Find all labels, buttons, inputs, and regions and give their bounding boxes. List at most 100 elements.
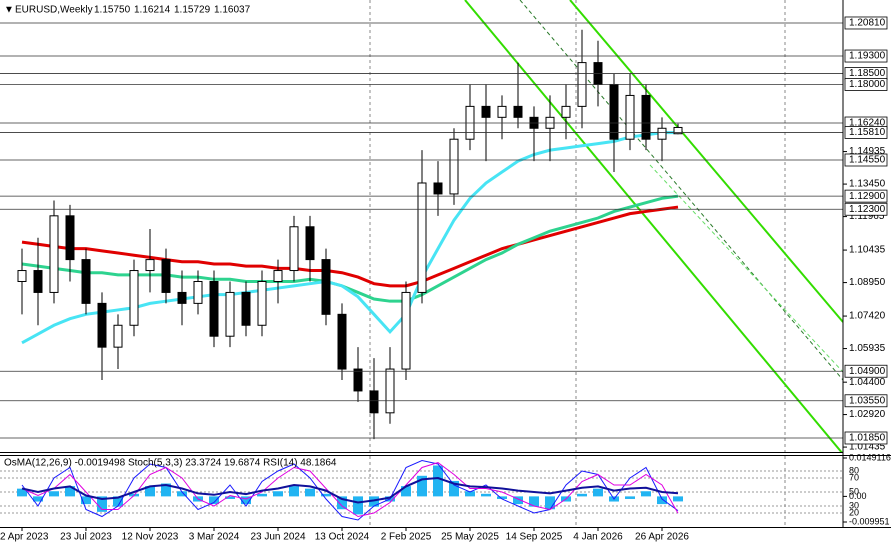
osma-bar	[289, 486, 299, 497]
level-label-box	[844, 49, 888, 63]
level-label: 1.18500	[849, 68, 886, 79]
candle-body	[161, 259, 171, 293]
y-tick-label: 1.13450	[849, 179, 886, 190]
osma-bar	[657, 496, 667, 505]
candle-body	[209, 280, 219, 337]
y-tick-label: 1.10435	[849, 245, 886, 256]
osma-bar	[449, 480, 459, 497]
osma-bar	[33, 496, 43, 502]
level-label-box	[844, 153, 888, 167]
quote-open: 1.15750	[94, 5, 131, 16]
y-tick-label: 1.14935	[849, 146, 886, 157]
candle-body	[433, 182, 443, 195]
candle-body	[177, 291, 187, 304]
candle-body	[289, 226, 299, 272]
candle-body	[241, 291, 251, 326]
candle-body	[113, 324, 123, 348]
level-label: 1.12300	[849, 204, 886, 215]
candle-body	[81, 259, 91, 304]
osma-bar	[145, 486, 155, 497]
candle-body	[417, 182, 427, 293]
y-tick-label: 50	[849, 486, 859, 496]
x-tick-label: 23 Jul 2023	[60, 532, 112, 543]
level-label-box	[844, 189, 888, 203]
candle-body	[33, 270, 43, 293]
x-tick-label: 4 Jan 2026	[573, 532, 623, 543]
level-label: 1.19300	[849, 51, 886, 62]
level-label: 1.18000	[849, 79, 886, 90]
osma-bar	[49, 491, 59, 497]
candle-body	[353, 368, 363, 392]
moving-average	[21, 205, 679, 288]
y-tick-label: 1.05935	[849, 343, 886, 354]
candle-body	[65, 215, 75, 261]
osma-bar	[161, 483, 171, 497]
y2-tick-label: 0.00	[849, 491, 867, 501]
y-tick-label: 1.11965	[849, 211, 885, 222]
osma-bar	[321, 493, 331, 497]
osma-bar	[433, 465, 443, 497]
candle-body	[641, 94, 651, 140]
osma-bar	[65, 486, 75, 497]
candle-body	[369, 390, 379, 414]
osma-bar	[673, 496, 683, 502]
channel-lines	[464, 0, 843, 452]
candle-body	[513, 105, 523, 118]
osma-bar	[513, 496, 523, 505]
osma-bar	[17, 488, 27, 497]
level-label: 1.12900	[849, 191, 886, 202]
osma-bar	[225, 496, 235, 499]
quote-close: 1.16037	[214, 5, 251, 16]
level-label: 1.20810	[849, 18, 886, 29]
candle-body	[225, 291, 235, 337]
candle-body	[49, 215, 59, 293]
quote-high: 1.16214	[134, 5, 171, 16]
osma-bar	[465, 491, 475, 497]
candle-body	[257, 280, 267, 326]
indicator-title: OsMA(12,26,9) -0.0019498 Stoch(5,3,3) 23…	[4, 458, 337, 469]
plot-layer	[0, 22, 843, 521]
osma-bar	[577, 493, 587, 497]
level-label-box	[844, 364, 888, 378]
candle-body	[385, 368, 395, 414]
quote-low: 1.15729	[174, 5, 211, 16]
level-label: 1.14550	[849, 155, 886, 166]
x-tick-label: 2 Apr 2023	[0, 532, 49, 543]
level-label-box	[844, 431, 888, 445]
y-tick-label: 1.01435	[849, 442, 886, 453]
candle-body	[449, 138, 459, 195]
osma-bar	[593, 488, 603, 497]
x-tick-label: 14 Sep 2025	[506, 532, 563, 543]
osma-bar	[481, 493, 491, 497]
osma-bar	[337, 496, 347, 510]
level-label-box	[844, 394, 888, 408]
x-tick-label: 12 Nov 2023	[122, 532, 179, 543]
y-tick-label: 1.07420	[849, 311, 886, 322]
x-tick-label: 25 May 2025	[441, 532, 499, 543]
osma-bar	[257, 493, 267, 497]
x-tick-label: 23 Jun 2024	[250, 532, 305, 543]
candle-body	[481, 105, 491, 118]
osma-bar	[369, 496, 379, 507]
candle-body	[609, 83, 619, 140]
oscillator-line	[21, 462, 679, 518]
level-label: 1.01850	[849, 433, 886, 444]
candle-body	[561, 105, 571, 118]
osma-bar	[529, 496, 539, 507]
x-tick-label: 26 Apr 2026	[635, 532, 689, 543]
osma-bar	[625, 496, 635, 499]
y-tick-label: 80	[849, 465, 859, 475]
candle-body	[305, 226, 315, 261]
level-label-box	[844, 202, 888, 216]
level-label-box	[844, 16, 888, 30]
candle-body	[17, 270, 27, 282]
chart-title: EURUSD,Weekly	[15, 5, 93, 16]
candle-body	[497, 105, 507, 118]
osma-bar	[81, 496, 91, 505]
osma-bar	[113, 496, 123, 507]
x-tick-label: 2 Feb 2025	[381, 532, 432, 543]
y2-tick-label: 0.0149116	[849, 452, 891, 462]
x-tick-label: 3 Mar 2024	[189, 532, 240, 543]
osma-bar	[305, 488, 315, 497]
y-tick-label: 20	[849, 507, 859, 517]
